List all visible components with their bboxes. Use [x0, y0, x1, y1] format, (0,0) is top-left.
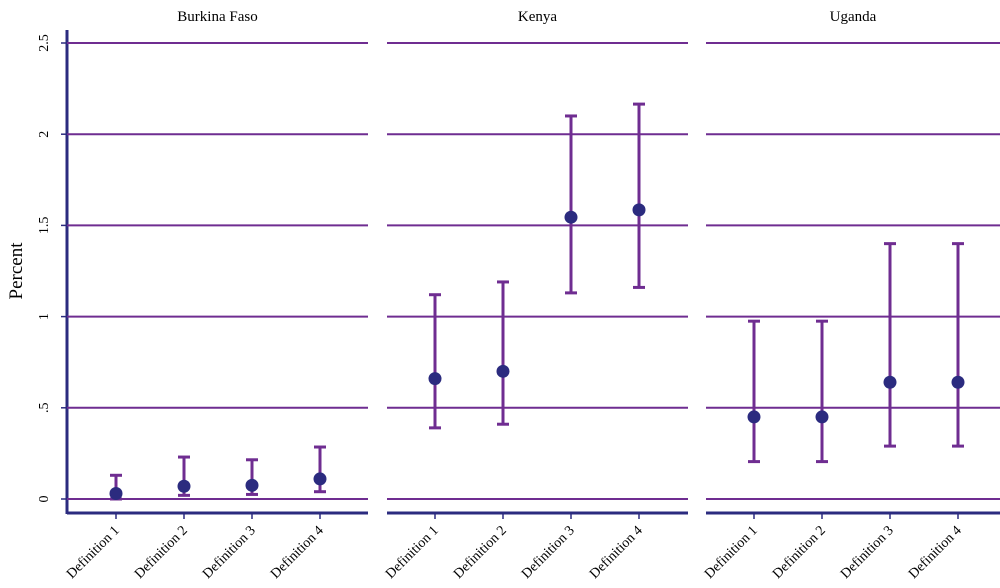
x-tick-label: Definition 1 — [383, 523, 442, 582]
y-axis-label: Percent — [6, 242, 27, 300]
error-bar — [633, 102, 645, 289]
data-point — [313, 472, 327, 486]
error-bar — [565, 114, 577, 295]
data-point — [496, 364, 510, 378]
y-tick-label: 1 — [37, 313, 52, 320]
data-point — [815, 410, 829, 424]
error-bar — [429, 293, 441, 430]
x-tick-label: Definition 3 — [200, 523, 259, 582]
y-tick-label: 2.5 — [37, 34, 52, 52]
x-tick-label: Definition 4 — [268, 523, 327, 582]
x-tick-label: Definition 3 — [519, 523, 578, 582]
error-bar — [952, 242, 964, 448]
x-tick-label: Definition 1 — [702, 523, 761, 582]
y-tick-label: 1.5 — [37, 217, 52, 235]
data-point — [428, 372, 442, 386]
error-bar — [816, 319, 828, 464]
y-tick-label: 2 — [37, 131, 52, 138]
data-point — [564, 210, 578, 224]
error-bar — [884, 242, 896, 448]
data-point — [883, 375, 897, 389]
x-tick-label: Definition 2 — [132, 523, 191, 582]
y-tick-label: 0 — [37, 496, 52, 503]
y-tick-label: .5 — [37, 403, 52, 414]
x-tick-label: Definition 1 — [64, 523, 123, 582]
data-point — [109, 487, 123, 501]
x-tick-label: Definition 2 — [451, 523, 510, 582]
x-tick-label: Definition 4 — [587, 523, 646, 582]
panel-title: Uganda — [830, 9, 877, 25]
panel-title: Burkina Faso — [177, 9, 257, 25]
x-tick-label: Definition 3 — [838, 523, 897, 582]
data-point — [747, 410, 761, 424]
error-bar — [497, 280, 509, 426]
error-bar — [748, 319, 760, 464]
panel-title: Kenya — [518, 9, 557, 25]
x-tick-label: Definition 4 — [906, 523, 965, 582]
data-point — [245, 478, 259, 492]
x-tick-label: Definition 2 — [770, 523, 829, 582]
data-point — [632, 203, 646, 217]
data-point — [951, 375, 965, 389]
data-point — [177, 479, 191, 493]
